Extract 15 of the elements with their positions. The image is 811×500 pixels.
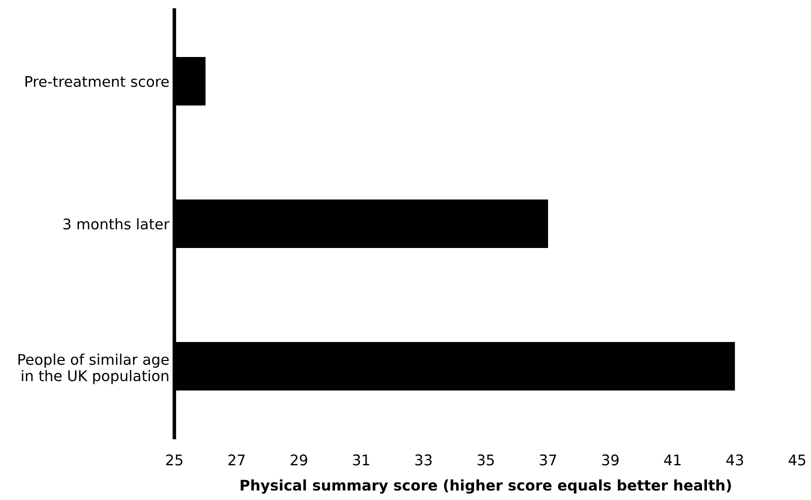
x-axis-title: Physical summary score (higher score equals better health) xyxy=(240,479,731,494)
x-tick-label: 39 xyxy=(602,454,619,466)
x-tick-label: 29 xyxy=(290,454,308,466)
y-tick-label: People of similar age in the UK population xyxy=(18,354,169,384)
x-tick-label: 45 xyxy=(788,454,806,466)
x-tick-label: 25 xyxy=(166,454,182,466)
x-tick-label: 31 xyxy=(353,454,370,466)
x-tick-label: 27 xyxy=(228,454,245,466)
x-tick-label: 33 xyxy=(415,454,432,466)
x-tick-label: 41 xyxy=(664,454,681,466)
x-tick-label: 35 xyxy=(478,454,494,466)
y-tick-label: Pre-treatment score xyxy=(26,76,169,87)
x-tick-label: 37 xyxy=(540,454,556,466)
y-tick-label: 3 months later xyxy=(63,218,170,230)
x-tick-label: 43 xyxy=(726,454,744,466)
